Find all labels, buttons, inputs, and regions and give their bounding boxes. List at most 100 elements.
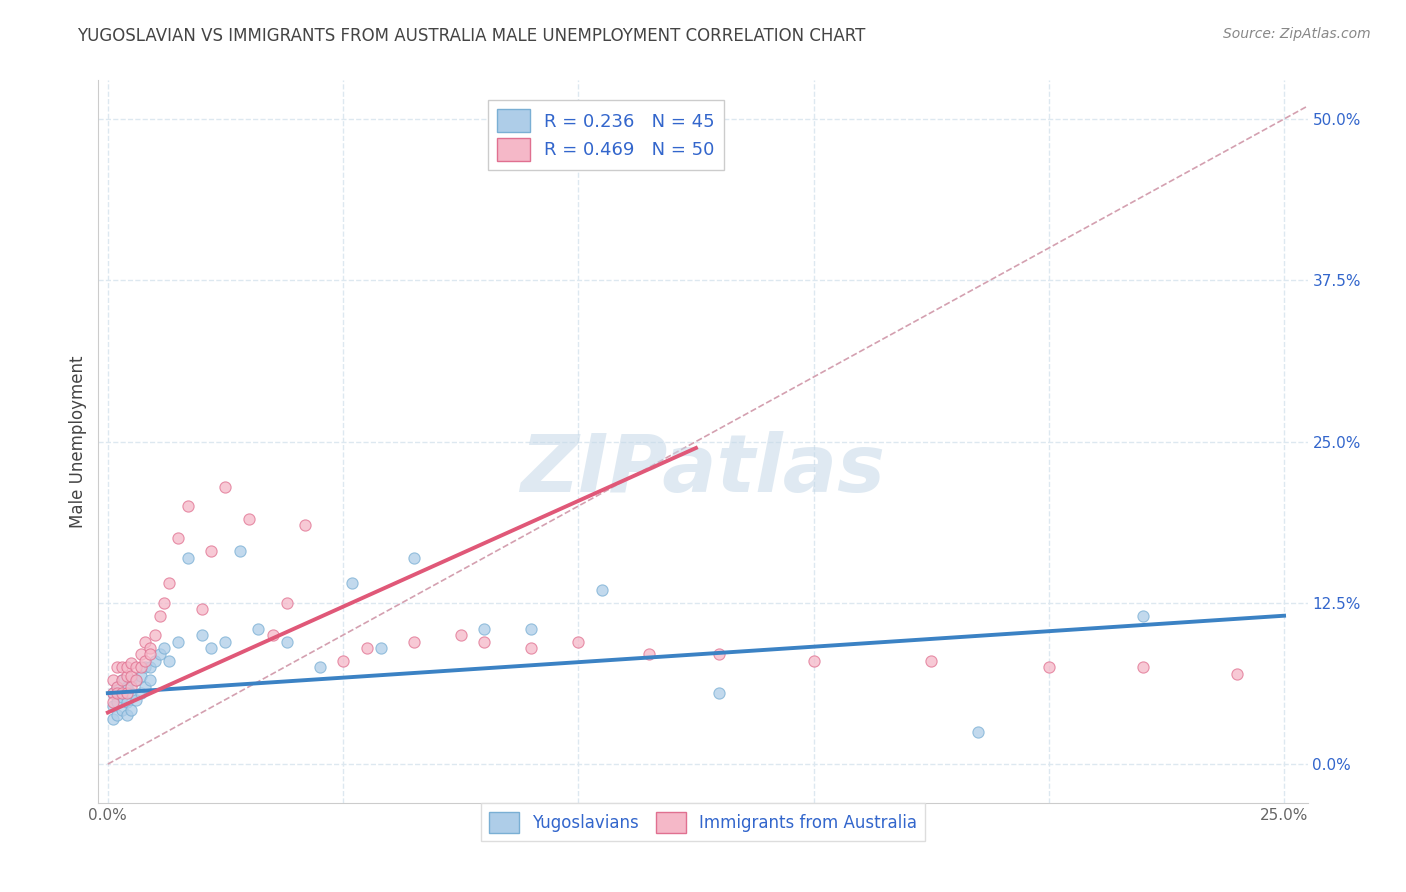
Point [214,634,236,648]
Point [167,531,190,545]
Point [115,680,138,694]
Point [125,692,148,706]
Point [120,673,142,688]
Point [111,673,134,688]
Point [591,582,613,597]
Point [134,660,156,674]
Point [139,673,162,688]
Y-axis label: Male Unemployment: Male Unemployment [69,355,87,528]
Point [356,640,378,655]
Point [120,680,142,694]
Point [134,634,156,648]
Text: ZIPatlas: ZIPatlas [520,432,886,509]
Point [450,628,472,642]
Point [111,686,134,700]
Point [120,686,142,700]
Point [129,686,152,700]
Point [115,695,138,709]
Point [125,660,148,674]
Point [105,660,128,674]
Point [709,686,731,700]
Point [1132,660,1154,674]
Legend: Yugoslavians, Immigrants from Australia: Yugoslavians, Immigrants from Australia [481,804,925,841]
Point [709,648,731,662]
Point [101,695,124,709]
Point [177,550,200,565]
Point [638,648,661,662]
Point [308,660,330,674]
Point [111,673,134,688]
Point [177,499,200,513]
Point [105,680,128,694]
Point [134,680,156,694]
Point [101,699,124,714]
Point [101,673,124,688]
Point [120,669,142,683]
Point [115,660,138,674]
Point [134,654,156,668]
Point [111,690,134,704]
Point [105,708,128,723]
Point [120,703,142,717]
Point [402,634,425,648]
Point [143,654,166,668]
Point [520,640,543,655]
Text: Source: ZipAtlas.com: Source: ZipAtlas.com [1223,27,1371,41]
Point [402,550,425,565]
Point [129,660,152,674]
Point [149,648,172,662]
Point [105,695,128,709]
Point [247,622,270,636]
Point [129,648,152,662]
Point [143,628,166,642]
Point [115,669,138,683]
Point [1226,666,1249,681]
Point [125,673,148,688]
Point [472,622,495,636]
Point [214,480,236,494]
Point [191,602,214,616]
Point [200,544,222,558]
Point [262,628,284,642]
Point [228,544,250,558]
Point [520,622,543,636]
Point [101,686,124,700]
Point [472,634,495,648]
Point [139,648,162,662]
Text: YUGOSLAVIAN VS IMMIGRANTS FROM AUSTRALIA MALE UNEMPLOYMENT CORRELATION CHART: YUGOSLAVIAN VS IMMIGRANTS FROM AUSTRALIA… [77,27,866,45]
Point [111,660,134,674]
Point [115,708,138,723]
Point [276,596,298,610]
Point [332,654,354,668]
Point [153,596,176,610]
Point [139,640,162,655]
Point [157,576,180,591]
Point [101,712,124,726]
Point [342,576,364,591]
Point [157,654,180,668]
Point [139,660,162,674]
Point [370,640,392,655]
Point [105,680,128,694]
Point [125,673,148,688]
Point [153,640,176,655]
Point [920,654,942,668]
Point [105,686,128,700]
Point [101,686,124,700]
Point [276,634,298,648]
Point [567,634,589,648]
Point [115,686,138,700]
Point [1038,660,1060,674]
Point [200,640,222,655]
Point [1132,608,1154,623]
Point [129,669,152,683]
Point [167,634,190,648]
Point [294,518,316,533]
Point [120,657,142,671]
Point [149,608,172,623]
Point [238,512,260,526]
Point [111,703,134,717]
Point [967,724,990,739]
Point [803,654,825,668]
Point [191,628,214,642]
